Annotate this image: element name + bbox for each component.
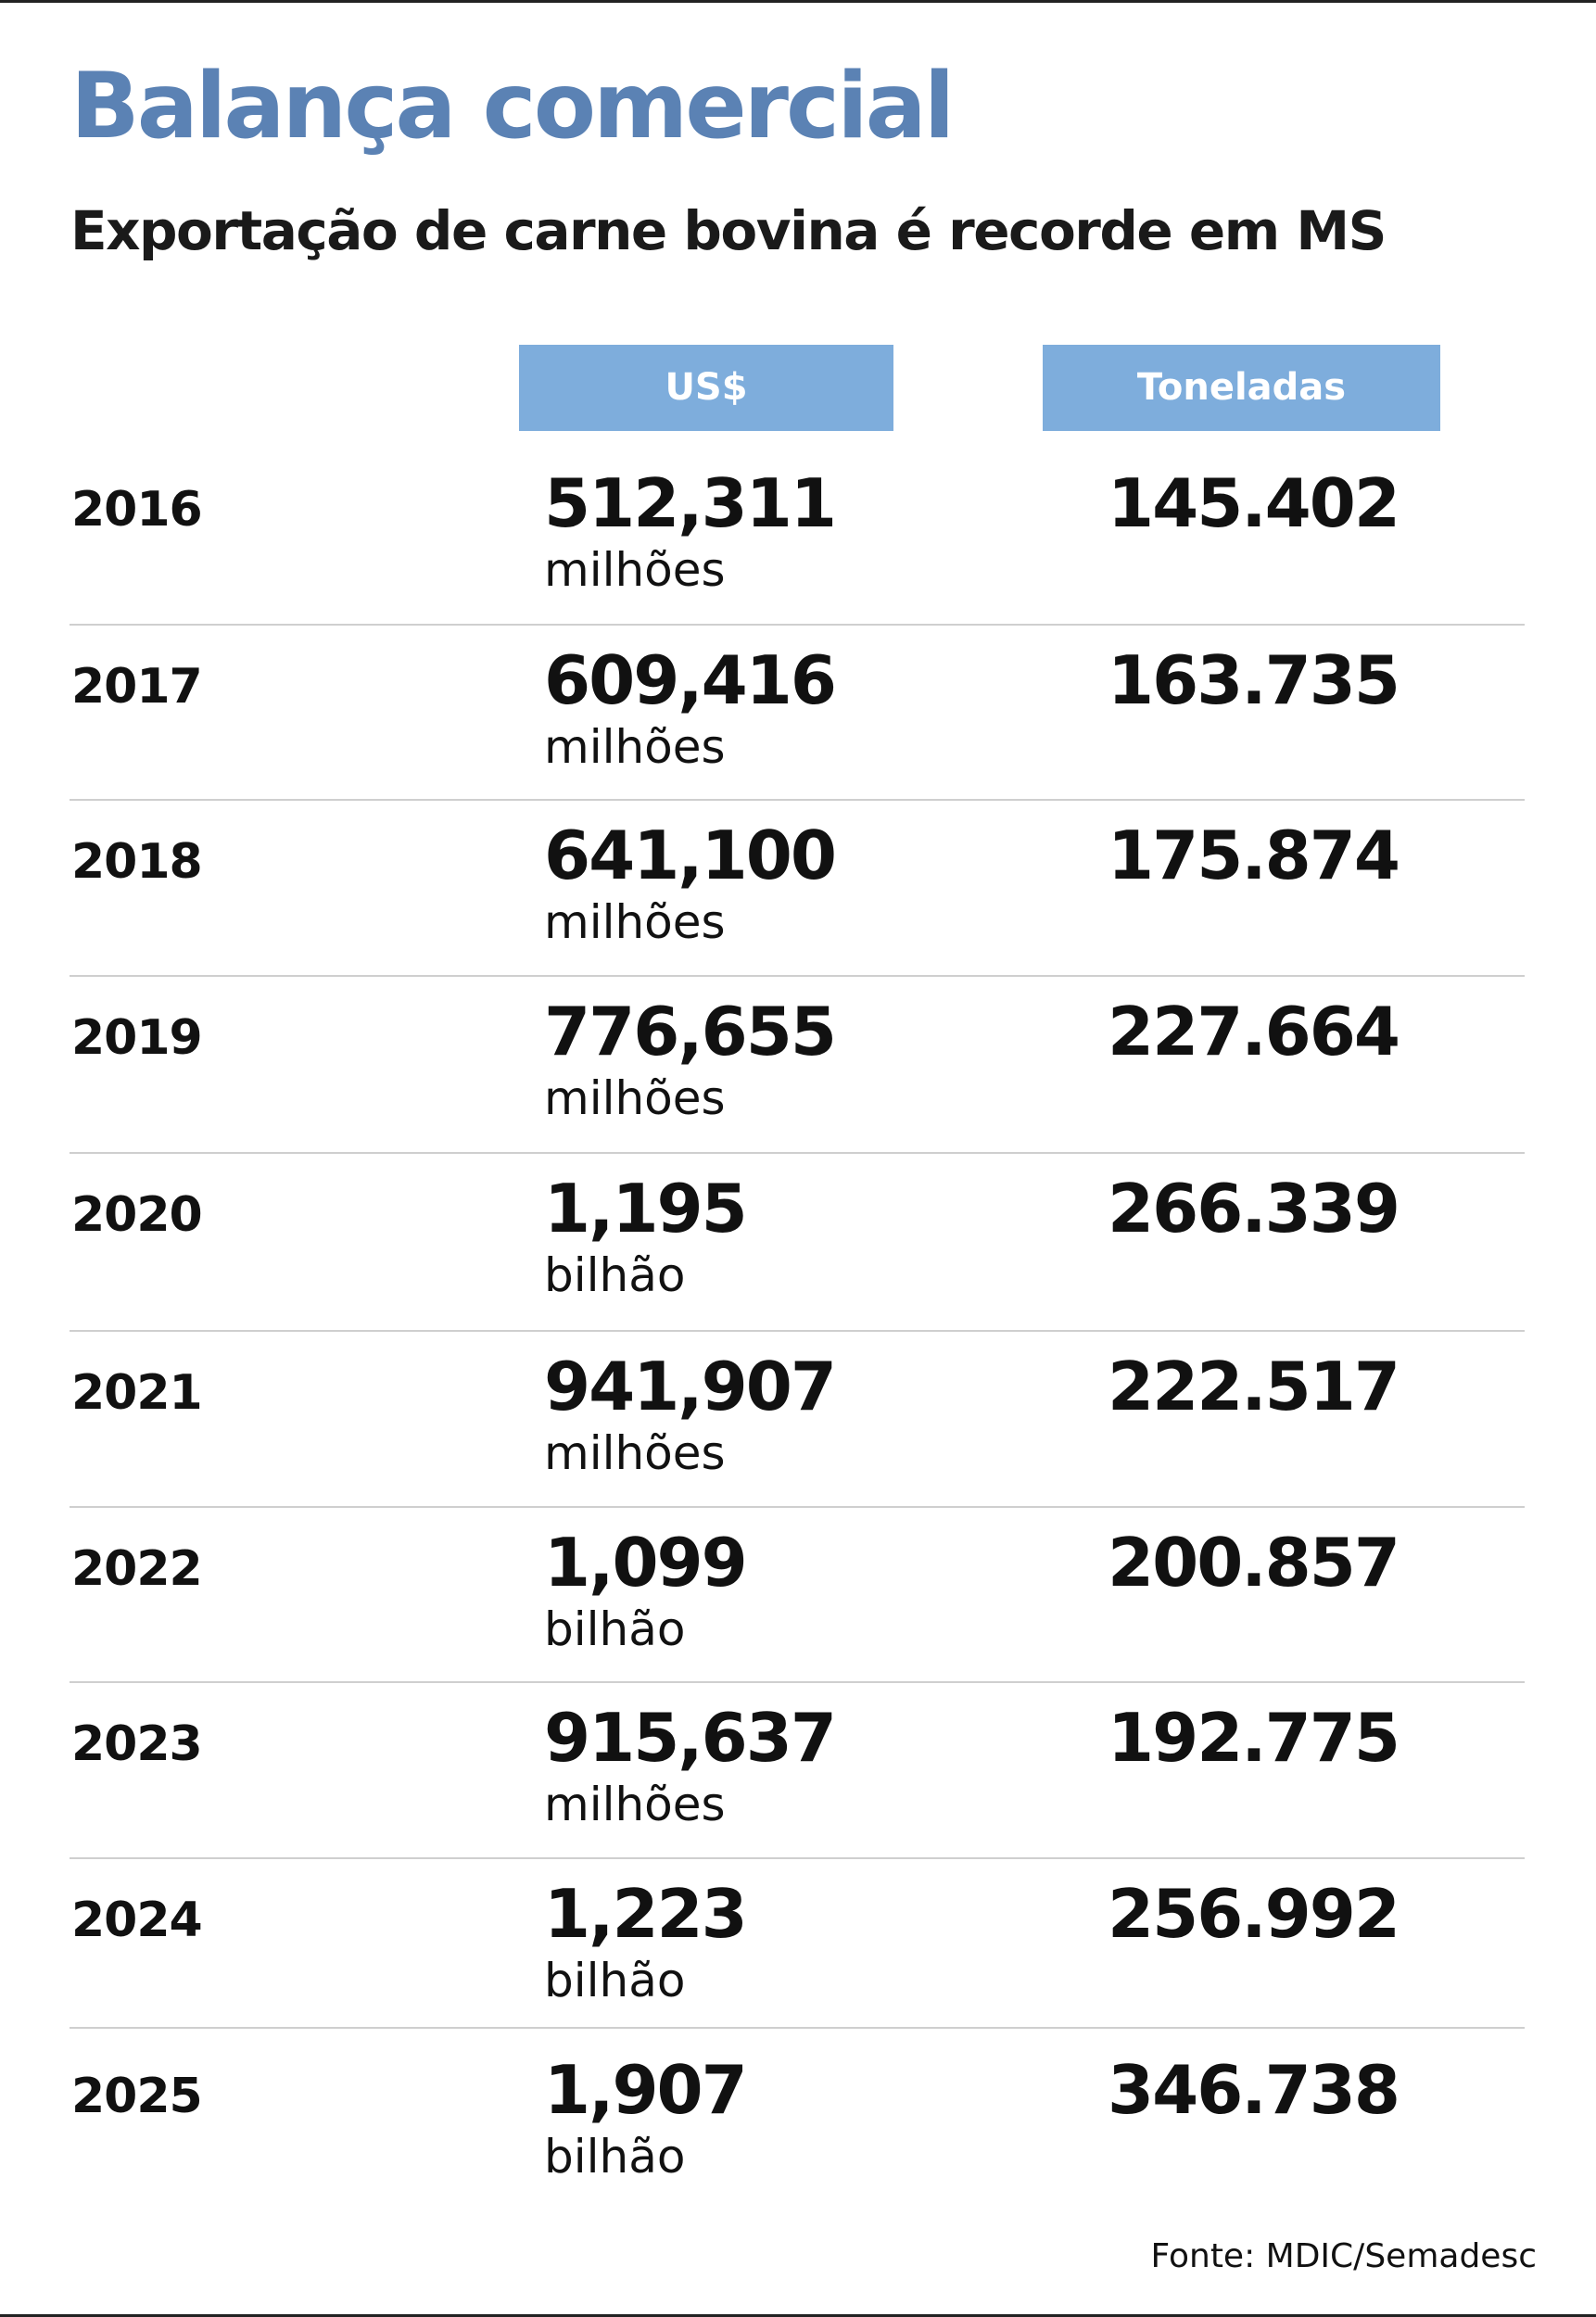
row-year: 2016 bbox=[71, 482, 203, 538]
row-usd-value: 512,311 bbox=[544, 464, 837, 542]
row-divider bbox=[70, 624, 1525, 626]
row-year: 2024 bbox=[71, 1893, 203, 1948]
row-divider bbox=[70, 1506, 1525, 1508]
row-year: 2025 bbox=[71, 2069, 203, 2124]
column-header-usd: US$ bbox=[519, 345, 893, 431]
row-usd-unit: milhões bbox=[544, 1778, 726, 1831]
table-row: 2020 1,195 bilhão 266.339 bbox=[70, 1157, 1525, 1332]
row-tons-value: 266.339 bbox=[1108, 1170, 1400, 1247]
row-divider bbox=[70, 1857, 1525, 1859]
row-year: 2021 bbox=[71, 1365, 203, 1421]
row-year: 2022 bbox=[71, 1541, 203, 1597]
row-tons-value: 175.874 bbox=[1108, 817, 1400, 894]
row-usd-unit: bilhão bbox=[544, 2130, 686, 2184]
table-row: 2016 512,311 milhões 145.402 bbox=[70, 451, 1525, 626]
table-row: 2025 1,907 bilhão 346.738 bbox=[70, 2038, 1525, 2227]
infographic-title: Balança comercial bbox=[70, 54, 955, 159]
row-tons-value: 222.517 bbox=[1108, 1348, 1400, 1425]
row-year: 2018 bbox=[71, 834, 203, 890]
row-divider bbox=[70, 1681, 1525, 1683]
row-tons-value: 163.735 bbox=[1108, 641, 1400, 719]
infographic-subtitle: Exportação de carne bovina é recorde em … bbox=[70, 199, 1387, 262]
row-year: 2020 bbox=[71, 1187, 203, 1243]
row-usd-unit: milhões bbox=[544, 1071, 726, 1125]
row-divider bbox=[70, 1330, 1525, 1332]
row-usd-value: 1,195 bbox=[544, 1170, 748, 1247]
row-divider bbox=[70, 799, 1525, 801]
row-usd-value: 1,223 bbox=[544, 1875, 748, 1953]
row-tons-value: 145.402 bbox=[1108, 464, 1400, 542]
row-usd-value: 1,099 bbox=[544, 1524, 748, 1602]
table-row: 2024 1,223 bilhão 256.992 bbox=[70, 1862, 1525, 2029]
row-tons-value: 227.664 bbox=[1108, 993, 1400, 1070]
table-row: 2023 915,637 milhões 192.775 bbox=[70, 1686, 1525, 1859]
row-divider bbox=[70, 1152, 1525, 1154]
row-usd-value: 915,637 bbox=[544, 1699, 837, 1777]
row-usd-unit: bilhão bbox=[544, 1954, 686, 2007]
row-usd-unit: milhões bbox=[544, 543, 726, 597]
source-credit: Fonte: MDIC/Semadesc bbox=[1150, 2237, 1537, 2275]
table-row: 2018 641,100 milhões 175.874 bbox=[70, 804, 1525, 977]
row-usd-unit: bilhão bbox=[544, 1602, 686, 1656]
row-divider bbox=[70, 975, 1525, 977]
table-row: 2021 941,907 milhões 222.517 bbox=[70, 1335, 1525, 1508]
row-usd-unit: milhões bbox=[544, 895, 726, 949]
row-tons-value: 346.738 bbox=[1108, 2051, 1400, 2129]
row-year: 2017 bbox=[71, 659, 203, 715]
row-year: 2023 bbox=[71, 1716, 203, 1772]
column-header-tons: Toneladas bbox=[1043, 345, 1440, 431]
row-tons-value: 192.775 bbox=[1108, 1699, 1400, 1777]
row-year: 2019 bbox=[71, 1010, 203, 1066]
table-row: 2022 1,099 bilhão 200.857 bbox=[70, 1511, 1525, 1683]
row-usd-value: 641,100 bbox=[544, 817, 837, 894]
row-usd-unit: milhões bbox=[544, 1426, 726, 1480]
row-usd-value: 1,907 bbox=[544, 2051, 748, 2129]
row-tons-value: 200.857 bbox=[1108, 1524, 1400, 1602]
row-divider bbox=[70, 2027, 1525, 2029]
row-usd-value: 941,907 bbox=[544, 1348, 837, 1425]
row-usd-unit: bilhão bbox=[544, 1248, 686, 1302]
row-tons-value: 256.992 bbox=[1108, 1875, 1400, 1953]
row-usd-value: 776,655 bbox=[544, 993, 837, 1070]
table-row: 2019 776,655 milhões 227.664 bbox=[70, 980, 1525, 1154]
row-usd-value: 609,416 bbox=[544, 641, 837, 719]
row-usd-unit: milhões bbox=[544, 720, 726, 774]
table-row: 2017 609,416 milhões 163.735 bbox=[70, 628, 1525, 801]
